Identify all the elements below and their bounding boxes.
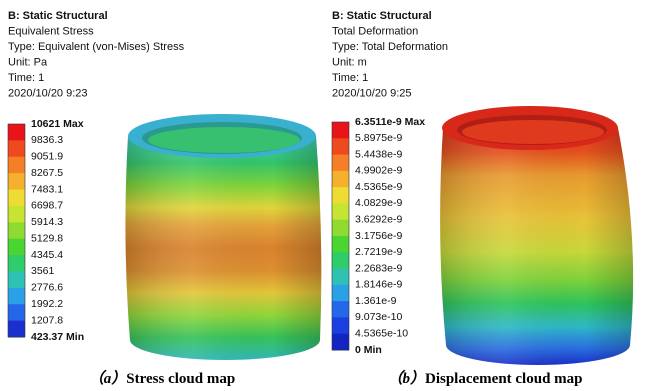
- legend-label: 3.1756e-9: [355, 230, 402, 242]
- legend-swatch: [8, 271, 25, 288]
- legend-swatch: [8, 239, 25, 256]
- legend-label: 4.9902e-9: [355, 165, 402, 177]
- legend-swatch: [8, 304, 25, 321]
- legend-swatch: [332, 203, 349, 220]
- header-line: B: Static Structural: [8, 10, 108, 22]
- legend-swatch: [332, 269, 349, 286]
- legend-swatch: [8, 222, 25, 239]
- legend-label: 1.361e-9: [355, 295, 397, 307]
- legend-swatch: [332, 334, 349, 351]
- legend-swatch: [332, 236, 349, 253]
- legend-label: 6.3511e-9 Max: [355, 116, 425, 128]
- header-line: Unit: m: [332, 56, 367, 68]
- legend-label: 423.37 Min: [31, 331, 84, 343]
- header-line: 2020/10/20 9:23: [8, 87, 88, 99]
- legend-label: 5129.8: [31, 232, 63, 244]
- legend-label: 1992.2: [31, 298, 63, 310]
- legend-swatch: [8, 140, 25, 157]
- legend-swatch: [8, 255, 25, 272]
- legend-label: 10621 Max: [31, 118, 84, 130]
- legend-label: 4.0829e-9: [355, 197, 402, 209]
- legend-label: 7483.1: [31, 183, 63, 195]
- caption-text: Stress cloud map: [126, 371, 235, 387]
- deformation-cylinder: [440, 106, 633, 365]
- legend-label: 2.7219e-9: [355, 246, 402, 258]
- caption-label: （b）: [387, 369, 425, 387]
- legend-swatch: [332, 285, 349, 302]
- legend-swatch: [332, 187, 349, 204]
- legend-label: 1207.8: [31, 314, 63, 326]
- legend-label: 9051.9: [31, 151, 63, 163]
- caption: （a）Stress cloud map: [89, 369, 235, 387]
- legend-swatch: [8, 190, 25, 207]
- legend-swatch: [332, 138, 349, 155]
- legend-swatch: [332, 171, 349, 188]
- legend-swatch: [8, 288, 25, 305]
- legend-label: 5.8975e-9: [355, 132, 402, 144]
- legend-label: 1.8146e-9: [355, 279, 402, 291]
- legend-label: 4345.4: [31, 249, 63, 261]
- figure-svg: B: Static Structural Equivalent Stress Typ…: [0, 0, 645, 391]
- legend-label: 0 Min: [355, 344, 382, 356]
- legend-swatch: [332, 252, 349, 269]
- legend-swatch: [8, 206, 25, 223]
- legend-label: 5914.3: [31, 216, 63, 228]
- caption-label: （a）: [89, 369, 127, 387]
- header-line: Total Deformation: [332, 25, 418, 37]
- header-line: Type: Total Deformation: [332, 41, 448, 53]
- legend-label: 9836.3: [31, 134, 63, 146]
- legend-swatch: [8, 124, 25, 141]
- legend-swatch: [332, 122, 349, 139]
- figure: B: Static Structural Equivalent Stress Typ…: [0, 0, 645, 391]
- stress-cylinder: [125, 114, 321, 360]
- header-line: Time: 1: [8, 72, 44, 84]
- header-line: Type: Equivalent (von-Mises) Stress: [8, 41, 185, 53]
- header-line: Unit: Pa: [8, 56, 48, 68]
- legend-label: 4.5365e-9: [355, 181, 402, 193]
- caption-text: Displacement cloud map: [425, 371, 583, 387]
- legend-label: 6698.7: [31, 200, 63, 212]
- legend-label: 8267.5: [31, 167, 63, 179]
- legend-label: 5.4438e-9: [355, 148, 402, 160]
- legend-label: 4.5365e-10: [355, 327, 408, 339]
- legend-swatch: [332, 220, 349, 237]
- legend-swatch: [8, 157, 25, 174]
- legend-label: 2776.6: [31, 282, 63, 294]
- legend-swatch: [8, 321, 25, 338]
- header-line: 2020/10/20 9:25: [332, 87, 412, 99]
- legend-label: 2.2683e-9: [355, 262, 402, 274]
- legend-label: 3561: [31, 265, 55, 277]
- caption: （b）Displacement cloud map: [387, 369, 582, 387]
- legend-label: 9.073e-10: [355, 311, 402, 323]
- legend-swatch: [332, 317, 349, 334]
- header-line: B: Static Structural: [332, 10, 432, 22]
- header-line: Time: 1: [332, 72, 368, 84]
- legend-swatch: [8, 173, 25, 190]
- legend-label: 3.6292e-9: [355, 213, 402, 225]
- legend-swatch: [332, 155, 349, 172]
- legend-swatch: [332, 301, 349, 318]
- header-line: Equivalent Stress: [8, 25, 94, 37]
